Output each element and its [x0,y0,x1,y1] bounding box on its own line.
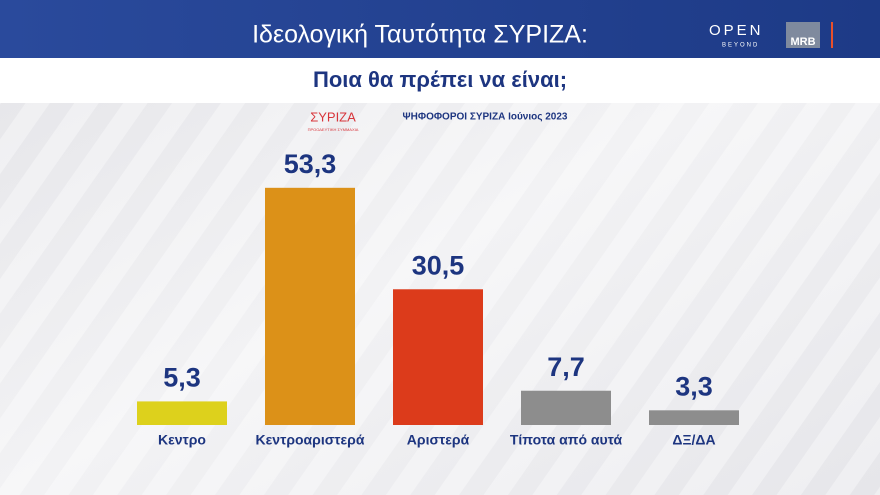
bar [649,410,739,425]
category-label: ΔΞ/ΔΑ [672,432,715,448]
channel-logo: OPEN [709,22,764,39]
subtitle-band [0,58,880,103]
category-label: Κεντροαριστερά [256,432,365,448]
value-label: 53,3 [284,149,337,179]
pollster-logo: MRB [790,36,815,48]
value-label: 5,3 [163,363,201,393]
category-label: Τίποτα από αυτά [510,432,623,448]
category-label: Κεντρο [158,432,206,448]
value-label: 7,7 [547,352,585,382]
header-bar [0,0,880,58]
chart-source: ΨΗΦΟΦΟΡΟΙ ΣΥΡΙΖΑ Ιούνιος 2023 [403,112,568,123]
category-label: Αριστερά [407,432,470,448]
bar [137,401,227,425]
value-label: 30,5 [412,250,465,280]
channel-logo-sub: BEYOND [722,43,759,49]
value-label: 3,3 [675,371,713,401]
bar [265,187,355,425]
bar [521,390,611,425]
party-logo: ΣΥΡΙΖΑ [310,109,356,124]
bar [393,289,483,425]
party-logo-sub: ΠΡΟΟΔΕΥΤΙΚΗ ΣΥΜΜΑΧΙΑ [308,127,359,132]
pollster-logo-box [786,22,820,48]
chart-subtitle: Ποια θα πρέπει να είναι; [313,67,567,92]
logo-divider [831,22,833,48]
chart-title: Ιδεολογική Ταυτότητα ΣΥΡΙΖΑ: [252,21,588,49]
